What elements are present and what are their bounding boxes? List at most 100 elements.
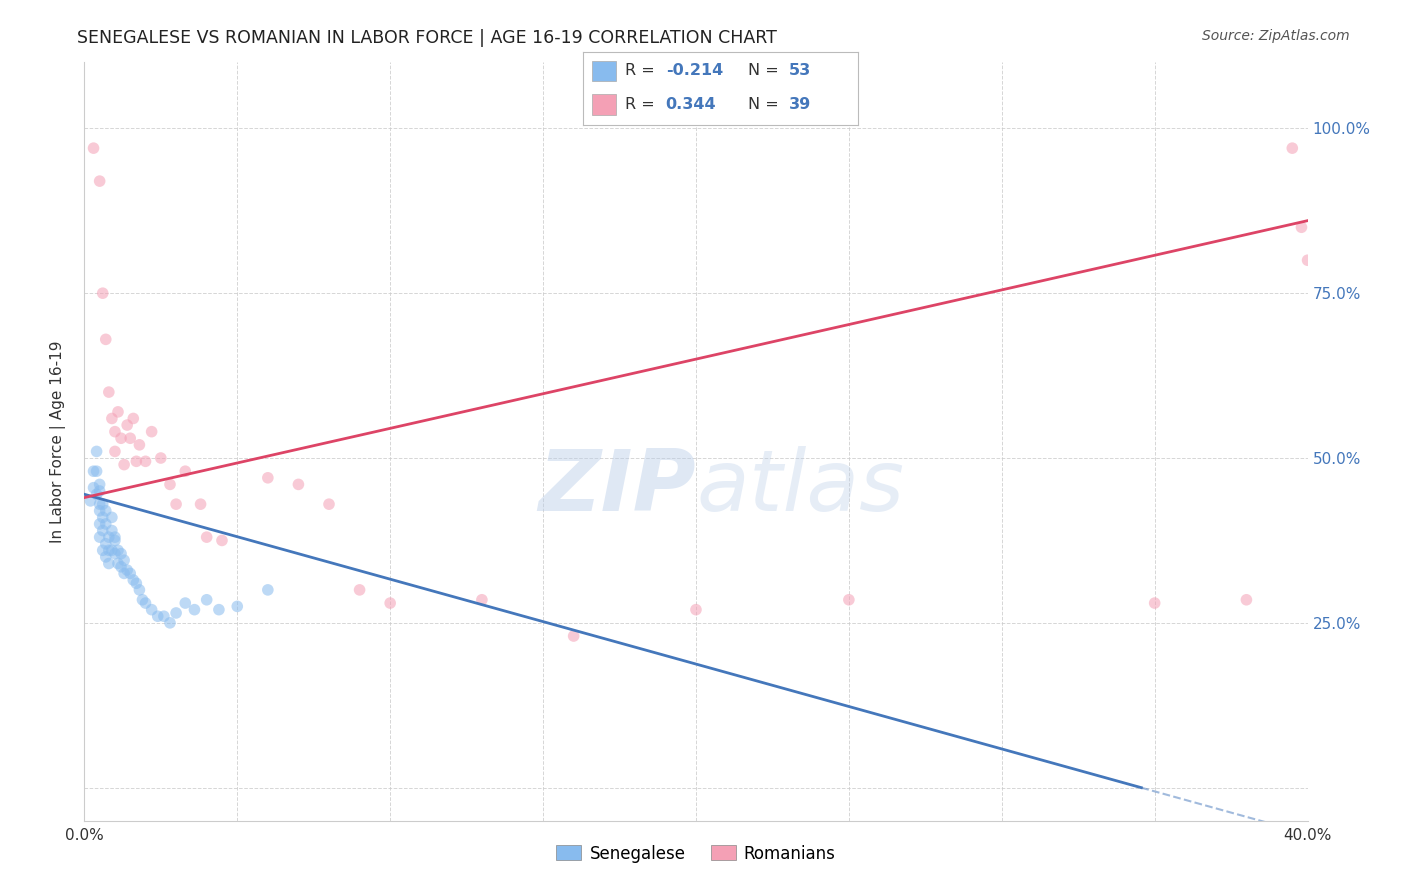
Point (1281, 141, 1303, 155)
Point (153, 609, 176, 624)
Point (91, 524, 114, 538)
Point (110, 559, 132, 574)
Point (89, 530, 111, 544)
Point (89, 483, 111, 498)
Point (122, 573, 145, 587)
Text: atlas: atlas (696, 445, 904, 529)
Point (318, 497, 340, 511)
Point (211, 533, 233, 548)
Point (101, 411, 124, 425)
Text: 53: 53 (789, 63, 811, 78)
Point (165, 497, 187, 511)
Point (190, 497, 212, 511)
Point (125, 576, 148, 591)
Point (159, 615, 181, 630)
Point (349, 582, 371, 597)
Text: SENEGALESE VS ROMANIAN IN LABOR FORCE | AGE 16-19 CORRELATION CHART: SENEGALESE VS ROMANIAN IN LABOR FORCE | … (77, 29, 778, 46)
Point (1296, 253, 1319, 268)
Point (838, 592, 860, 607)
Point (89, 497, 111, 511)
Point (135, 454, 157, 468)
Point (91, 510, 114, 524)
Point (101, 510, 124, 524)
Point (112, 553, 135, 567)
Point (1143, 596, 1166, 610)
Point (107, 557, 129, 571)
Point (97, 530, 120, 544)
Point (208, 602, 231, 616)
Text: 0.344: 0.344 (666, 97, 717, 112)
Point (101, 524, 124, 538)
Point (226, 599, 249, 614)
Point (174, 464, 197, 478)
FancyBboxPatch shape (592, 95, 616, 115)
Point (146, 609, 169, 624)
Point (83, 141, 105, 155)
Point (562, 629, 585, 643)
Point (112, 566, 135, 581)
Point (97, 385, 120, 400)
Point (141, 425, 163, 439)
Point (104, 425, 127, 439)
Point (94, 537, 117, 551)
Point (79, 494, 101, 508)
Point (149, 450, 172, 465)
Point (91, 286, 114, 301)
Text: 39: 39 (789, 97, 811, 112)
Point (89, 174, 111, 188)
Point (97, 543, 120, 558)
Point (257, 582, 280, 597)
Point (94, 516, 117, 531)
Point (107, 405, 129, 419)
Point (1236, 592, 1258, 607)
Point (101, 543, 124, 558)
Point (86, 444, 108, 458)
Point (174, 596, 197, 610)
Point (183, 602, 205, 616)
Point (115, 418, 138, 433)
Point (1291, 220, 1313, 235)
Point (195, 592, 218, 607)
Text: N =: N = (748, 97, 785, 112)
Point (131, 592, 153, 607)
Point (104, 547, 127, 561)
Point (83, 481, 105, 495)
Point (120, 566, 142, 581)
Point (128, 582, 150, 597)
Point (115, 563, 138, 577)
Point (94, 549, 117, 564)
Text: R =: R = (624, 97, 659, 112)
Text: Source: ZipAtlas.com: Source: ZipAtlas.com (1202, 29, 1350, 43)
Point (685, 602, 707, 616)
Point (110, 547, 132, 561)
Point (107, 543, 129, 558)
Point (128, 438, 150, 452)
Point (122, 411, 145, 425)
Text: N =: N = (748, 63, 785, 78)
Point (104, 444, 127, 458)
Text: ZIP: ZIP (538, 445, 696, 529)
Point (195, 530, 218, 544)
Point (97, 557, 120, 571)
Point (110, 431, 132, 445)
FancyBboxPatch shape (592, 61, 616, 81)
Point (125, 454, 148, 468)
Point (159, 477, 181, 491)
Point (94, 332, 117, 346)
Point (104, 533, 127, 548)
Point (257, 471, 280, 485)
Point (89, 516, 111, 531)
Point (89, 504, 111, 518)
Point (89, 477, 111, 491)
Point (94, 504, 117, 518)
Point (471, 592, 494, 607)
Point (135, 596, 157, 610)
Point (104, 530, 127, 544)
Legend: Senegalese, Romanians: Senegalese, Romanians (550, 838, 842, 869)
Point (83, 464, 105, 478)
Text: R =: R = (624, 63, 659, 78)
Y-axis label: In Labor Force | Age 16-19: In Labor Force | Age 16-19 (49, 340, 66, 543)
Point (165, 606, 187, 620)
Point (86, 487, 108, 501)
Point (287, 477, 309, 491)
